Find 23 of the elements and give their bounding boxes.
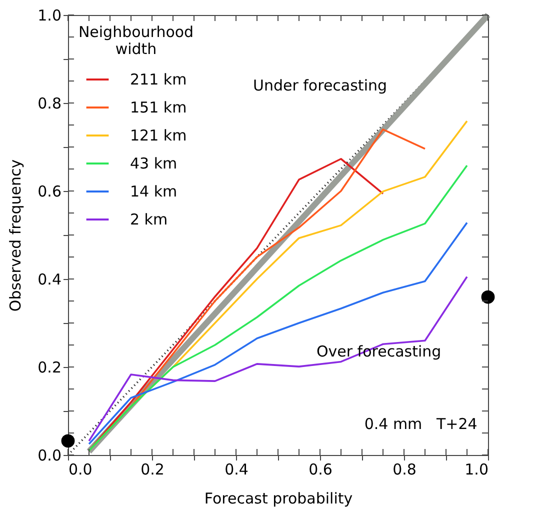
legend-label: 2 km [130, 210, 168, 228]
y-tick-label: 1.0 [38, 6, 62, 24]
y-tick-label: 0.8 [38, 94, 62, 112]
legend-label: 211 km [130, 70, 187, 88]
legend-label: 121 km [130, 126, 187, 144]
legend-title: Neighbourhood width [78, 23, 194, 58]
y-tick-label: 0.0 [38, 446, 62, 464]
legend-label: 151 km [130, 98, 187, 116]
x-tick-label: 0.0 [68, 460, 92, 478]
y-axis-title: Observed frequency [6, 159, 25, 312]
legend-label: 14 km [130, 182, 178, 200]
legend-label: 43 km [130, 154, 178, 172]
x-tick-label: 1.0 [464, 460, 488, 478]
annotation: Under forecasting [252, 76, 388, 94]
y-tick-label: 0.4 [38, 270, 62, 288]
x-axis-title: Forecast probability [204, 490, 353, 508]
annotation: 0.4 mm T+24 [364, 415, 478, 434]
x-tick-label: 0.6 [308, 460, 332, 478]
x-tick-label: 0.4 [224, 460, 248, 478]
y-tick-label: 0.2 [38, 358, 62, 376]
x-tick-label: 0.2 [140, 460, 164, 478]
y-tick-label: 0.6 [38, 182, 62, 200]
x-tick-label: 0.8 [392, 460, 416, 478]
